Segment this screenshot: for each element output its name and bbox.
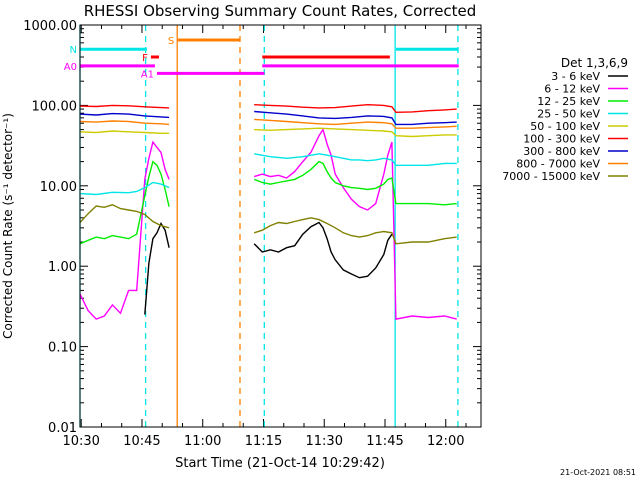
series-line bbox=[254, 153, 457, 167]
series-line bbox=[79, 130, 170, 135]
legend-label: 800 - 7000 keV bbox=[516, 158, 600, 171]
series-line bbox=[79, 112, 170, 119]
legend-label: 3 - 6 keV bbox=[551, 70, 600, 83]
flag-label: A0 bbox=[64, 62, 77, 73]
series-line bbox=[254, 110, 457, 126]
x-tick-label: 12:00 bbox=[427, 434, 464, 449]
series-line bbox=[254, 127, 457, 138]
y-tick-label: 0.10 bbox=[48, 341, 77, 356]
series-line bbox=[253, 221, 393, 279]
x-axis-label: Start Time (21-Oct-14 10:29:42) bbox=[175, 456, 385, 471]
flag-label: N bbox=[70, 45, 77, 56]
series-line bbox=[254, 103, 457, 114]
y-tick-label: 10.00 bbox=[40, 180, 77, 195]
x-tick-label: 11:45 bbox=[366, 434, 403, 449]
series-line bbox=[79, 140, 170, 320]
legend-label: 300 - 800 keV bbox=[523, 145, 600, 158]
y-tick-label: 0.01 bbox=[48, 421, 77, 436]
chart-title: RHESSI Observing Summary Count Rates, Co… bbox=[84, 2, 477, 20]
legend-label: 6 - 12 keV bbox=[544, 83, 600, 96]
series-line bbox=[253, 217, 457, 245]
legend-label: 12 - 25 keV bbox=[537, 95, 600, 108]
flag-label: A1 bbox=[141, 69, 154, 80]
y-axis-label: Corrected Count Rate (s⁻¹ detector⁻¹) bbox=[1, 113, 15, 339]
legend-label: 50 - 100 keV bbox=[530, 120, 600, 133]
legend-label: 7000 - 15000 keV bbox=[502, 170, 600, 183]
legend-title: Det 1,3,6,9 bbox=[561, 56, 628, 70]
plot-frame bbox=[79, 24, 482, 428]
y-tick-label: 1.00 bbox=[48, 260, 77, 275]
series-line bbox=[79, 120, 170, 126]
y-tick-label: 1000.00 bbox=[23, 19, 77, 34]
series-line bbox=[253, 127, 457, 320]
series-line bbox=[79, 204, 170, 229]
series-line bbox=[254, 118, 457, 129]
flag-label: S bbox=[168, 36, 174, 47]
series-line bbox=[79, 104, 170, 109]
x-tick-label: 10:30 bbox=[62, 434, 99, 449]
y-tick-label: 100.00 bbox=[32, 99, 78, 114]
footer-timestamp: 21-Oct-2021 08:51 bbox=[560, 468, 636, 477]
series-line bbox=[79, 160, 170, 245]
series-line bbox=[253, 160, 457, 206]
x-tick-label: 11:00 bbox=[184, 434, 221, 449]
x-tick-label: 11:30 bbox=[306, 434, 343, 449]
legend-label: 100 - 300 keV bbox=[523, 133, 600, 146]
x-tick-label: 11:15 bbox=[245, 434, 282, 449]
series-line bbox=[79, 181, 170, 196]
x-tick-label: 10:45 bbox=[123, 434, 160, 449]
legend-label: 25 - 50 keV bbox=[537, 108, 600, 121]
series-line bbox=[144, 221, 170, 315]
flag-label: F bbox=[142, 53, 148, 64]
